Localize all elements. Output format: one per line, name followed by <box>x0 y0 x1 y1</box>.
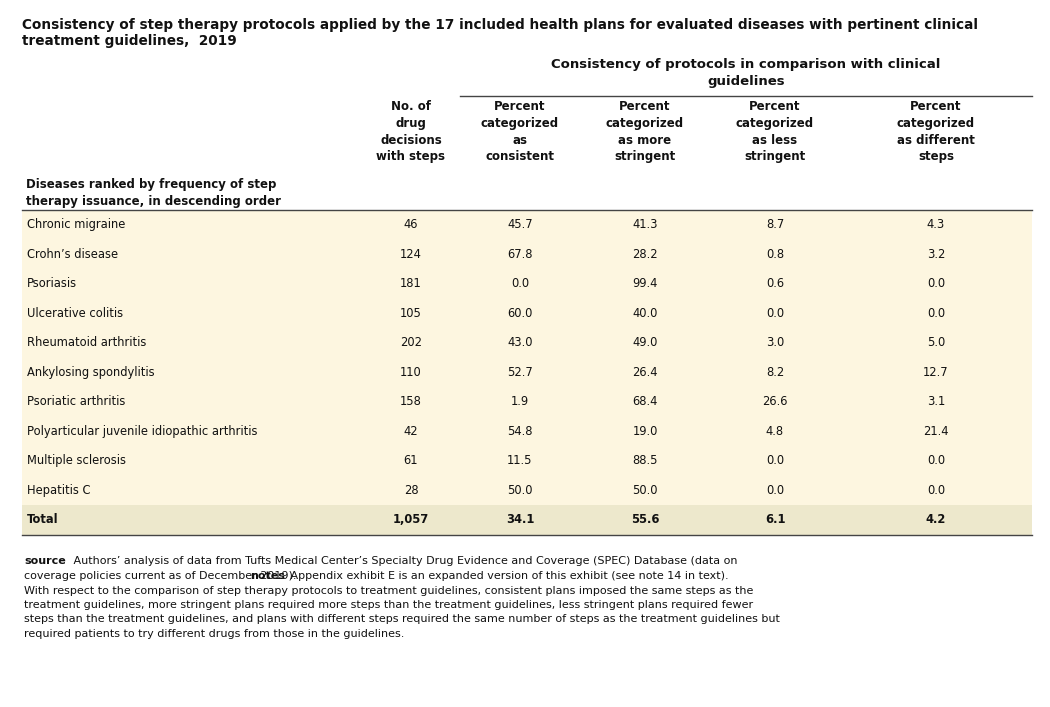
Text: 12.7: 12.7 <box>923 366 949 379</box>
Text: 26.4: 26.4 <box>632 366 657 379</box>
Text: 26.6: 26.6 <box>762 395 788 408</box>
Text: Percent
categorized
as
consistent: Percent categorized as consistent <box>481 100 559 163</box>
Text: 0.0: 0.0 <box>927 277 945 291</box>
Bar <box>22 416 1032 446</box>
Text: 28.2: 28.2 <box>632 247 657 261</box>
Text: Consistency of step therapy protocols applied by the 17 included health plans fo: Consistency of step therapy protocols ap… <box>22 18 978 32</box>
Bar <box>22 269 1032 298</box>
Text: 0.0: 0.0 <box>765 307 784 320</box>
Text: Multiple sclerosis: Multiple sclerosis <box>27 455 126 467</box>
Text: 49.0: 49.0 <box>632 337 657 349</box>
Bar <box>22 328 1032 358</box>
Text: Percent
categorized
as less
stringent: Percent categorized as less stringent <box>736 100 814 163</box>
Text: 43.0: 43.0 <box>507 337 532 349</box>
Text: 5.0: 5.0 <box>927 337 945 349</box>
Text: Appendix exhibit E is an expanded version of this exhibit (see note 14 in text).: Appendix exhibit E is an expanded versio… <box>287 571 729 581</box>
Text: Psoriasis: Psoriasis <box>27 277 77 291</box>
Text: 4.3: 4.3 <box>927 218 945 231</box>
Text: 3.2: 3.2 <box>927 247 945 261</box>
Text: 0.0: 0.0 <box>927 484 945 497</box>
Text: notes: notes <box>251 571 286 581</box>
Text: 0.0: 0.0 <box>927 307 945 320</box>
Text: 68.4: 68.4 <box>632 395 657 408</box>
Text: 3.1: 3.1 <box>927 395 945 408</box>
Text: 1,057: 1,057 <box>393 513 429 526</box>
Text: Crohn’s disease: Crohn’s disease <box>27 247 118 261</box>
Text: Rheumatoid arthritis: Rheumatoid arthritis <box>27 337 146 349</box>
Text: steps than the treatment guidelines, and plans with different steps required the: steps than the treatment guidelines, and… <box>24 614 780 624</box>
Text: With respect to the comparison of step therapy protocols to treatment guidelines: With respect to the comparison of step t… <box>24 585 754 595</box>
Text: 54.8: 54.8 <box>507 425 532 438</box>
Text: 110: 110 <box>400 366 422 379</box>
Text: 61: 61 <box>404 455 418 467</box>
Text: Psoriatic arthritis: Psoriatic arthritis <box>27 395 125 408</box>
Text: Percent
categorized
as different
steps: Percent categorized as different steps <box>897 100 975 163</box>
Text: 41.3: 41.3 <box>632 218 657 231</box>
Text: 124: 124 <box>400 247 422 261</box>
Text: 67.8: 67.8 <box>507 247 532 261</box>
Text: 3.0: 3.0 <box>765 337 784 349</box>
Text: 52.7: 52.7 <box>507 366 532 379</box>
Text: 45.7: 45.7 <box>507 218 532 231</box>
Text: required patients to try different drugs from those in the guidelines.: required patients to try different drugs… <box>24 629 404 639</box>
Text: 0.8: 0.8 <box>765 247 784 261</box>
Text: 0.6: 0.6 <box>765 277 784 291</box>
Text: 50.0: 50.0 <box>507 484 532 497</box>
Bar <box>22 446 1032 476</box>
Text: 8.7: 8.7 <box>765 218 784 231</box>
Bar <box>22 298 1032 328</box>
Bar <box>22 210 1032 240</box>
Text: 19.0: 19.0 <box>632 425 657 438</box>
Text: Ulcerative colitis: Ulcerative colitis <box>27 307 123 320</box>
Text: 1.9: 1.9 <box>511 395 529 408</box>
Text: 6.1: 6.1 <box>764 513 785 526</box>
Text: 55.6: 55.6 <box>631 513 659 526</box>
Text: treatment guidelines,  2019: treatment guidelines, 2019 <box>22 34 236 48</box>
Text: No. of
drug
decisions
with steps: No. of drug decisions with steps <box>377 100 445 163</box>
Text: 4.2: 4.2 <box>926 513 946 526</box>
Text: 28: 28 <box>403 484 418 497</box>
Text: Polyarticular juvenile idiopathic arthritis: Polyarticular juvenile idiopathic arthri… <box>27 425 257 438</box>
Text: 4.8: 4.8 <box>765 425 784 438</box>
Text: 99.4: 99.4 <box>632 277 657 291</box>
Text: 0.0: 0.0 <box>765 455 784 467</box>
Text: Ankylosing spondylitis: Ankylosing spondylitis <box>27 366 154 379</box>
Text: Percent
categorized
as more
stringent: Percent categorized as more stringent <box>606 100 684 163</box>
Text: 202: 202 <box>400 337 422 349</box>
Text: 181: 181 <box>400 277 422 291</box>
Text: 0.0: 0.0 <box>927 455 945 467</box>
Text: 21.4: 21.4 <box>923 425 949 438</box>
Text: 34.1: 34.1 <box>506 513 534 526</box>
Bar <box>22 358 1032 387</box>
Text: 0.0: 0.0 <box>511 277 529 291</box>
Text: 105: 105 <box>400 307 422 320</box>
Text: 60.0: 60.0 <box>507 307 532 320</box>
Text: 40.0: 40.0 <box>632 307 657 320</box>
Text: Diseases ranked by frequency of step
therapy issuance, in descending order: Diseases ranked by frequency of step the… <box>26 178 281 208</box>
Text: 8.2: 8.2 <box>765 366 784 379</box>
Text: 42: 42 <box>403 425 418 438</box>
Text: 11.5: 11.5 <box>507 455 532 467</box>
Text: 158: 158 <box>400 395 422 408</box>
Bar <box>22 387 1032 416</box>
Text: 50.0: 50.0 <box>632 484 657 497</box>
Text: 88.5: 88.5 <box>632 455 657 467</box>
Text: Consistency of protocols in comparison with clinical
guidelines: Consistency of protocols in comparison w… <box>551 58 941 88</box>
Text: treatment guidelines, more stringent plans required more steps than the treatmen: treatment guidelines, more stringent pla… <box>24 600 753 610</box>
Text: coverage policies current as of December 2019).: coverage policies current as of December… <box>24 571 300 581</box>
Text: Total: Total <box>27 513 59 526</box>
Text: 46: 46 <box>404 218 418 231</box>
Text: Hepatitis C: Hepatitis C <box>27 484 90 497</box>
Text: source: source <box>24 556 66 566</box>
Bar <box>22 505 1032 534</box>
Bar <box>22 476 1032 505</box>
Text: Authors’ analysis of data from Tufts Medical Center’s Specialty Drug Evidence an: Authors’ analysis of data from Tufts Med… <box>70 556 737 566</box>
Text: Chronic migraine: Chronic migraine <box>27 218 125 231</box>
Text: 0.0: 0.0 <box>765 484 784 497</box>
Bar <box>22 240 1032 269</box>
